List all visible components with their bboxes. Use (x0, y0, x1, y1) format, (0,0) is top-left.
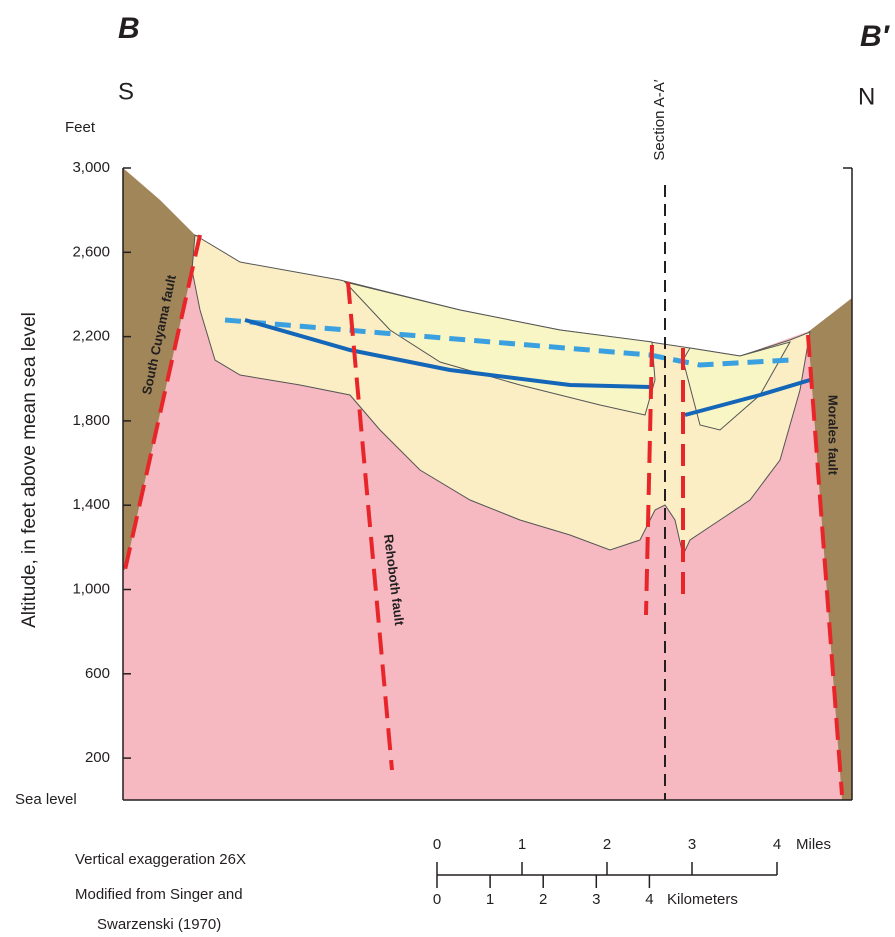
scale-label: 3 (592, 891, 600, 908)
basement-right (808, 298, 852, 800)
unit-label: Feet (65, 119, 96, 136)
water-level-dashed (224, 317, 791, 368)
scale-label: 1 (486, 891, 494, 908)
scale-label: 0 (433, 836, 441, 853)
scale-label: 2 (539, 891, 547, 908)
scale-label: 1 (518, 836, 526, 853)
younger-alluvium (343, 281, 656, 416)
fault-line (644, 344, 654, 616)
fault-line (346, 281, 394, 771)
y-tick-label: 200 (85, 749, 110, 766)
fault-line (123, 234, 202, 571)
direction: S (118, 78, 134, 105)
y-tick-label: 600 (85, 665, 110, 682)
note: Modified from Singer and (75, 886, 243, 903)
y-tick-label: 2,200 (72, 328, 110, 345)
fault-line (806, 334, 844, 796)
scale-label: 0 (433, 891, 441, 908)
section-end-label: B′ (860, 20, 891, 53)
scale-label: 3 (688, 836, 696, 853)
fault-label: Morales fault (826, 395, 841, 476)
water-level (684, 378, 811, 417)
older-alluvium (191, 234, 811, 557)
note: Swarzenski (1970) (97, 916, 221, 933)
axis-title: Altitude, in feet above mean sea level (19, 312, 40, 628)
section-end-label: B (118, 12, 140, 45)
base-label: Sea level (15, 791, 77, 808)
scale-label: 2 (603, 836, 611, 853)
section-label: Section A-A′ (651, 79, 668, 160)
note: Vertical exaggeration 26X (75, 851, 246, 868)
scale-unit: Miles (796, 836, 831, 853)
y-tick-label: 2,600 (72, 243, 110, 260)
water-level (244, 318, 651, 389)
scale-label: 4 (773, 836, 781, 853)
basement-left (123, 168, 200, 570)
y-tick-label: 3,000 (72, 159, 110, 176)
scale-label: 4 (645, 891, 653, 908)
direction: N (858, 83, 875, 110)
sky (0, 150, 895, 168)
y-tick-label: 1,400 (72, 496, 110, 513)
y-tick-label: 1,000 (72, 580, 110, 597)
scale-unit: Kilometers (667, 891, 738, 908)
y-tick-label: 1,800 (72, 412, 110, 429)
sky (123, 168, 852, 356)
